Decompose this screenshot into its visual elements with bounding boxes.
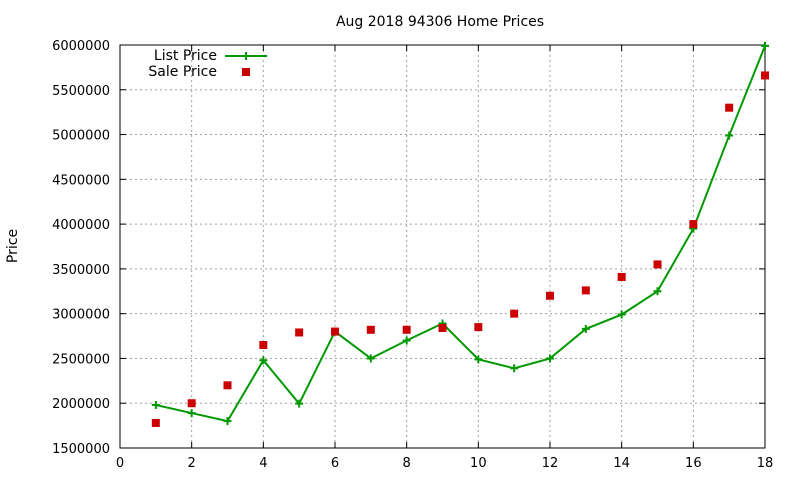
data-point-sale-price [366, 325, 375, 334]
y-axis-label: Price [5, 229, 21, 263]
legend-label-sale-price: Sale Price [148, 64, 217, 80]
x-tick-label: 10 [470, 456, 487, 471]
data-point-sale-price [151, 418, 160, 427]
y-tick-label: 6000000 [52, 39, 110, 54]
x-tick-label: 14 [613, 456, 630, 471]
data-point-sale-price [510, 309, 519, 318]
chart-title: Aug 2018 94306 Home Prices [336, 14, 544, 30]
data-point-sale-price [187, 399, 196, 408]
data-point-list-price [546, 354, 554, 363]
data-point-sale-price [581, 286, 590, 295]
data-point-list-price [223, 417, 232, 426]
grid-lines [120, 45, 765, 448]
data-point-sale-price [725, 103, 734, 112]
x-tick-label: 6 [331, 456, 339, 471]
data-point-list-price [581, 324, 590, 333]
data-point-list-price [259, 356, 268, 365]
series-line-list-price [155, 45, 766, 423]
legend-marker-list-price [242, 52, 250, 60]
legend-label-list-price: List Price [154, 48, 217, 64]
x-tick-label: 18 [757, 456, 774, 471]
data-point-sale-price [331, 327, 339, 336]
series-sale-price [151, 71, 769, 427]
y-tick-label: 3500000 [52, 263, 110, 278]
x-tick-label: 0 [116, 456, 124, 471]
data-point-list-price [510, 364, 519, 373]
data-point-list-price [366, 354, 375, 363]
data-point-sale-price [259, 341, 268, 350]
data-point-list-price [617, 310, 626, 319]
data-point-sale-price [402, 325, 411, 334]
axis-ticks: 0 2 4 6 8 10 12 14 16 18 1500000 2000000 2500000 3000… [52, 39, 773, 471]
data-point-list-price [295, 399, 304, 408]
y-tick-label: 3000000 [52, 308, 110, 323]
data-point-sale-price [546, 291, 554, 300]
data-point-list-price [187, 409, 196, 418]
x-tick-label: 12 [542, 456, 559, 471]
x-tick-label: 16 [685, 456, 702, 471]
y-tick-label: 4500000 [52, 173, 110, 188]
data-point-sale-price [223, 381, 232, 390]
data-point-sale-price [295, 328, 304, 337]
data-point-sale-price [617, 272, 626, 281]
legend-marker-sale-price [242, 68, 250, 76]
x-tick-label: 2 [188, 456, 196, 471]
data-point-sale-price [438, 323, 447, 332]
data-point-sale-price [653, 260, 662, 269]
data-point-list-price [725, 131, 734, 140]
y-tick-label: 5000000 [52, 129, 110, 144]
data-point-sale-price [761, 71, 769, 80]
data-point-sale-price [689, 220, 698, 229]
y-tick-label: 2500000 [52, 352, 110, 367]
data-point-sale-price [474, 323, 483, 332]
data-point-list-price [151, 401, 160, 410]
y-tick-label: 4000000 [52, 218, 110, 233]
data-point-list-price [653, 287, 662, 296]
data-point-list-price [402, 336, 411, 345]
legend: List Price Sale Price [148, 48, 267, 80]
x-tick-label: 4 [259, 456, 267, 471]
series-list-price [151, 41, 769, 426]
y-tick-label: 2000000 [52, 397, 110, 412]
y-tick-label: 5500000 [52, 84, 110, 99]
y-tick-label: 1500000 [52, 442, 110, 457]
data-point-list-price [761, 41, 769, 50]
series-layer [151, 41, 769, 427]
data-point-list-price [474, 355, 483, 364]
x-tick-label: 8 [403, 456, 411, 471]
plot-frame [119, 44, 766, 449]
